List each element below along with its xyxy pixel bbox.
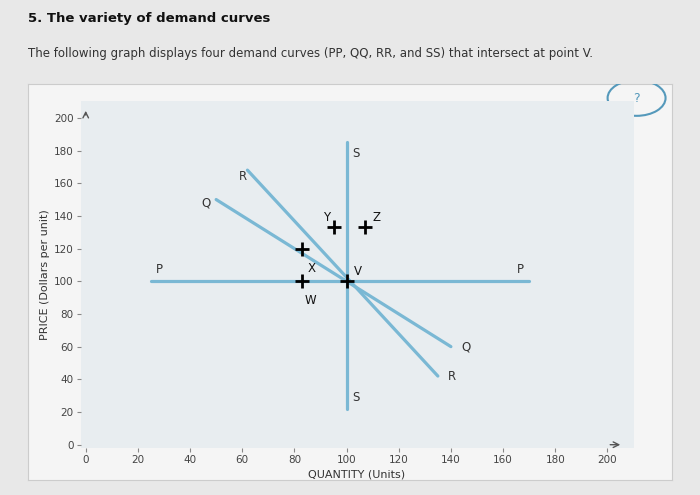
Text: S: S xyxy=(352,391,359,404)
Text: P: P xyxy=(517,263,524,276)
Text: Q: Q xyxy=(202,197,211,209)
Text: Y: Y xyxy=(323,211,330,224)
Text: R: R xyxy=(239,170,247,183)
Text: P: P xyxy=(156,263,163,276)
Text: Q: Q xyxy=(461,340,470,353)
Text: X: X xyxy=(307,262,316,275)
Text: The following graph displays four demand curves (PP, QQ, RR, and SS) that inters: The following graph displays four demand… xyxy=(28,47,593,60)
Text: S: S xyxy=(352,147,359,160)
Y-axis label: PRICE (Dollars per unit): PRICE (Dollars per unit) xyxy=(40,209,50,340)
Text: V: V xyxy=(354,265,363,278)
Text: W: W xyxy=(304,295,316,307)
Text: Z: Z xyxy=(372,211,381,224)
Text: 5. The variety of demand curves: 5. The variety of demand curves xyxy=(28,12,270,25)
Text: R: R xyxy=(448,370,456,383)
X-axis label: QUANTITY (Units): QUANTITY (Units) xyxy=(309,469,405,479)
Text: ?: ? xyxy=(634,92,640,104)
